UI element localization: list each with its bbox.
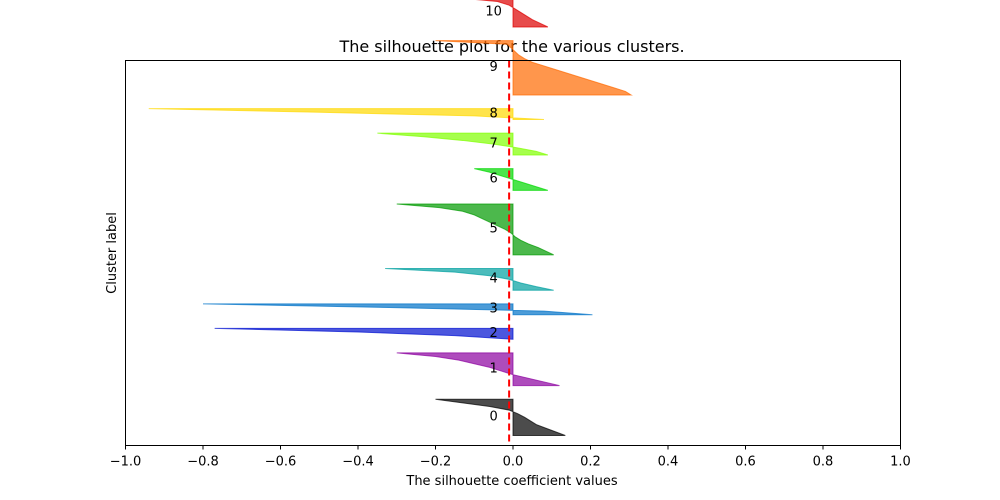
y-axis-label: Cluster label	[105, 212, 120, 294]
x-tick-label: −0.6	[265, 455, 297, 470]
cluster-6-silhouette	[474, 168, 549, 191]
x-axis: −1.0 −0.8 −0.6 −0.4 −0.2 0.0 0.2 0.4 0.6 0.8 1.0	[110, 445, 911, 470]
cluster-label-10: 10	[485, 5, 502, 20]
x-tick-label: −0.8	[187, 455, 219, 470]
cluster-label-9: 9	[489, 60, 497, 75]
cluster-9-silhouette	[435, 40, 633, 96]
cluster-label-8: 8	[489, 106, 497, 121]
x-tick-label: 0.6	[735, 455, 756, 470]
plot-area: 0 1 2 3 4 5 6 7 8 9 10	[148, 0, 633, 446]
cluster-label-5: 5	[489, 222, 497, 237]
cluster-0-silhouette	[435, 398, 566, 436]
cluster-2-silhouette	[214, 327, 514, 340]
x-tick-label: 1.0	[890, 455, 911, 470]
x-tick-label: 0.4	[658, 455, 679, 470]
cluster-1-silhouette	[396, 352, 560, 387]
cluster-label-6: 6	[489, 172, 497, 187]
cluster-label-1: 1	[489, 361, 497, 376]
x-tick-label: −1.0	[110, 455, 142, 470]
cluster-label-3: 3	[489, 302, 497, 317]
cluster-label-7: 7	[489, 136, 497, 151]
cluster-4-silhouette	[385, 267, 554, 291]
x-tick-label: −0.4	[342, 455, 374, 470]
cluster-label-0: 0	[489, 410, 497, 425]
cluster-10-silhouette	[475, 0, 549, 28]
x-tick-label: 0.8	[813, 455, 834, 470]
cluster-8-silhouette	[148, 108, 545, 121]
cluster-label-2: 2	[489, 326, 497, 341]
cluster-7-silhouette	[377, 132, 549, 156]
x-tick-label: 0.0	[503, 455, 524, 470]
x-tick-label: 0.2	[580, 455, 601, 470]
x-tick-label: −0.2	[420, 455, 452, 470]
cluster-label-4: 4	[489, 272, 497, 287]
x-axis-label: The silhouette coefficient values	[405, 474, 617, 489]
cluster-3-silhouette	[202, 303, 593, 316]
cluster-5-silhouette	[396, 203, 554, 256]
